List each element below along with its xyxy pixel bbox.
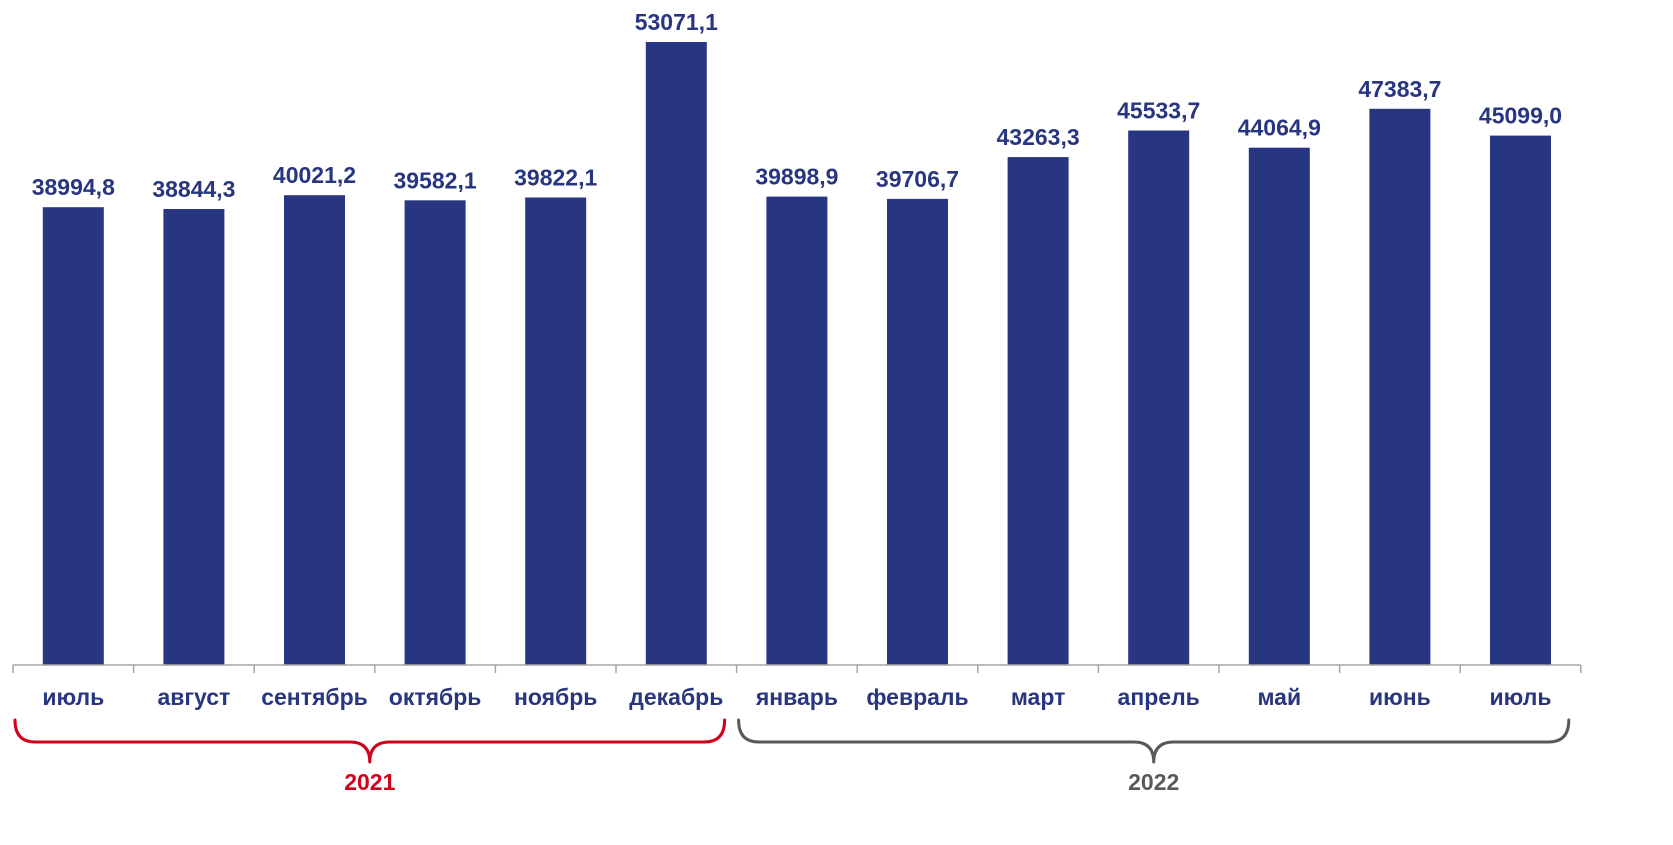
bar-1 [42, 207, 104, 665]
category-label-12: июнь [1369, 684, 1431, 710]
value-label-7: 39898,9 [755, 164, 838, 190]
brace-2022 [737, 718, 1571, 764]
value-labels-layer: 38994,8 38844,3 40021,2 39582,1 39822,1 53071… [32, 9, 1562, 202]
bar-8 [887, 198, 948, 665]
value-label-12: 47383,7 [1358, 76, 1441, 102]
category-label-2: август [158, 684, 231, 710]
bar-7 [766, 196, 828, 665]
value-label-9: 43263,3 [997, 124, 1080, 150]
bar-13 [1490, 135, 1551, 666]
category-label-10: апрель [1118, 684, 1200, 710]
category-label-1: июль [42, 684, 104, 710]
bar-10 [1128, 130, 1190, 665]
category-label-11: май [1257, 684, 1301, 710]
x-axis [12, 664, 1582, 673]
category-label-5: ноябрь [514, 684, 597, 710]
value-label-2: 38844,3 [152, 176, 235, 202]
bar-4 [404, 200, 466, 666]
value-label-8: 39706,7 [876, 166, 959, 192]
bar-5 [525, 197, 587, 665]
bar-11 [1248, 147, 1310, 665]
bar-3 [284, 195, 345, 665]
category-label-13: июль [1490, 684, 1552, 710]
bar-9 [1007, 157, 1069, 665]
category-label-6: декабрь [629, 684, 723, 710]
bar-6 [645, 42, 707, 665]
value-label-13: 45099,0 [1479, 103, 1562, 129]
value-label-5: 39822,1 [514, 165, 597, 191]
year-label-2021: 2021 [344, 769, 395, 795]
category-labels-layer: июль август сентябрь октябрь ноябрь декабрь ян… [42, 684, 1551, 710]
value-label-4: 39582,1 [394, 167, 477, 193]
value-label-11: 44064,9 [1238, 115, 1321, 141]
bar-12 [1369, 108, 1431, 666]
category-label-3: сентябрь [261, 684, 368, 710]
value-label-6: 53071,1 [635, 9, 718, 35]
year-groups-layer: 2021 2022 [13, 718, 1571, 795]
category-label-8: февраль [866, 684, 968, 710]
bar-2 [163, 209, 225, 665]
bars-layer [42, 42, 1551, 666]
brace-2021 [13, 718, 727, 764]
year-label-2022: 2022 [1128, 769, 1179, 795]
category-label-9: март [1011, 684, 1066, 710]
value-label-3: 40021,2 [273, 162, 356, 188]
category-label-4: октябрь [389, 684, 482, 710]
value-label-1: 38994,8 [32, 174, 115, 200]
category-label-7: январь [755, 684, 838, 710]
value-label-10: 45533,7 [1117, 98, 1200, 124]
